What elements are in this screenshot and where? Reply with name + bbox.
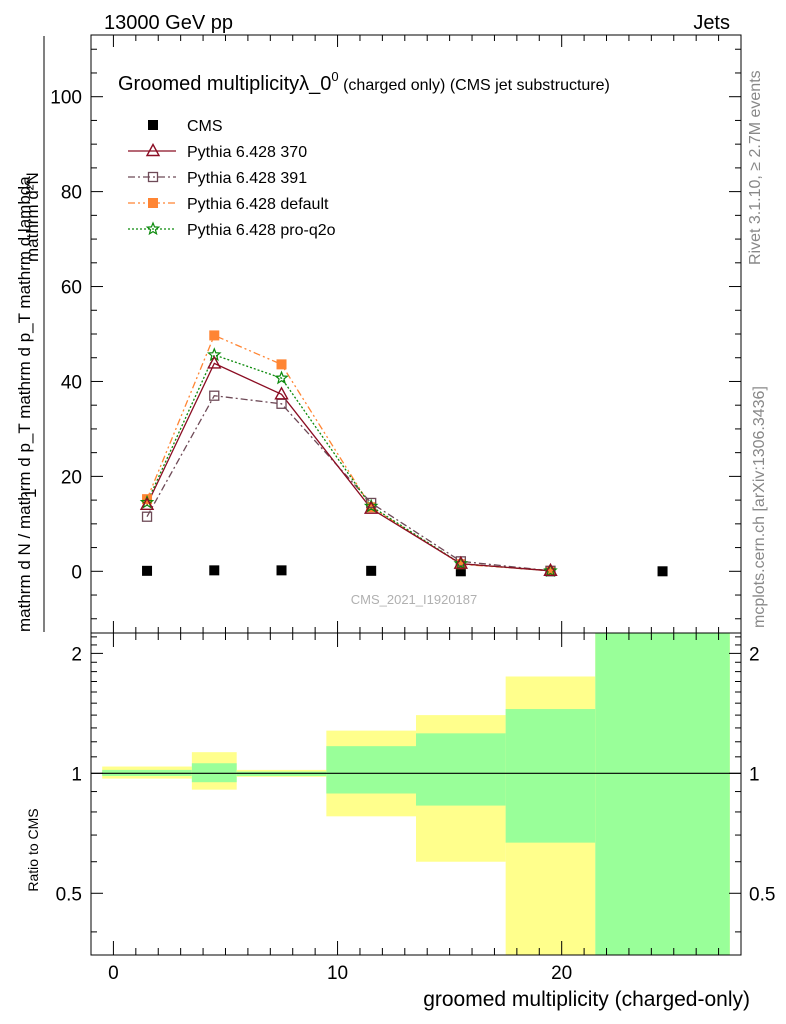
series-2-point xyxy=(141,511,153,522)
ratio-ytick-label-left: 0.5 xyxy=(56,884,82,905)
xlabel: groomed multiplicity (charged-only) xyxy=(423,988,750,1011)
legend: CMS Pythia 6.428 370 Pythia 6.428 391 Pythi… xyxy=(128,118,336,239)
plot-title: Groomed multiplicityλ_00 (charged only) … xyxy=(118,69,610,95)
series-1-point xyxy=(543,562,558,577)
legend-label-4: Pythia 6.428 pro-q2o xyxy=(187,222,336,239)
ratio-band-green-3 xyxy=(326,746,416,794)
series-2-point xyxy=(209,390,220,401)
series-3-point xyxy=(276,359,287,370)
legend-label-3: Pythia 6.428 default xyxy=(187,196,329,213)
legend-marker-0 xyxy=(148,120,158,130)
ratio-band-green-5 xyxy=(505,709,596,843)
series-1-point xyxy=(453,555,469,569)
ratio-xtick-label: 0 xyxy=(108,963,119,984)
plot-title-suffix: (charged only) (CMS jet substructure) xyxy=(339,77,610,94)
legend-label-0: CMS xyxy=(187,118,223,135)
cms-point xyxy=(209,565,220,576)
main-ytick-label: 0 xyxy=(71,562,82,583)
main-ytick-label: 80 xyxy=(61,183,82,204)
series-4-point xyxy=(363,498,379,513)
series-4-point xyxy=(453,556,469,570)
rivet-label: Rivet 3.1.10, ≥ 2.7M events xyxy=(747,70,764,265)
watermark: CMS_2021_I1920187 xyxy=(351,592,478,607)
header-left: 13000 GeV pp xyxy=(104,12,233,34)
main-axis-ticks: 0 20 40 60 80 100 xyxy=(50,35,741,633)
ratio-ytick-label-left: 2 xyxy=(71,644,82,665)
ratio-plot-frame xyxy=(90,632,742,956)
plot-title-main: Groomed multiplicityλ_0 xyxy=(118,73,331,95)
ratio-ytick-label-left: 1 xyxy=(71,764,82,785)
ratio-ytick-label-right: 2 xyxy=(749,644,760,665)
ratio-ylabel: Ratio to CMS xyxy=(25,808,41,891)
ratio-band-green-4 xyxy=(416,733,506,806)
series-1-point xyxy=(363,500,379,514)
ratio-band-green-1 xyxy=(191,763,237,783)
cms-point xyxy=(455,566,466,577)
ratio-bands xyxy=(91,633,741,955)
ratio-xtick-label: 20 xyxy=(551,963,572,984)
ylabel-denominator: mathrm d N / mathrm d p_T mathrm d p_T m… xyxy=(15,176,34,632)
series-layer xyxy=(139,330,668,578)
main-ytick-label: 100 xyxy=(50,88,82,109)
main-ytick-label: 60 xyxy=(61,278,82,299)
ratio-xtick-label: 10 xyxy=(327,963,348,984)
series-3-point xyxy=(455,559,466,570)
mcplots-label: mcplots.cern.ch [arXiv:1306.3436] xyxy=(751,386,768,628)
series-1-point xyxy=(139,496,155,511)
plot-title-sup: 0 xyxy=(331,69,338,84)
series-4-point xyxy=(543,563,558,578)
ratio-band-green-6 xyxy=(595,633,730,955)
main-ytick-label: 40 xyxy=(61,372,82,393)
legend-label-1: Pythia 6.428 370 xyxy=(187,144,307,161)
series-line-2 xyxy=(146,395,551,572)
ratio-axis-ticks: 0.5 0.51 12 20 10 20 xyxy=(56,633,775,984)
series-4-point xyxy=(274,370,289,385)
series-line-1 xyxy=(146,362,551,572)
series-1-point xyxy=(207,355,222,369)
series-3-point xyxy=(545,565,556,576)
legend-marker-4 xyxy=(145,221,161,236)
cms-point xyxy=(657,566,668,577)
cms-point xyxy=(366,565,377,576)
legend-marker-3 xyxy=(148,198,158,208)
ylabel-numerator-one: 1 xyxy=(21,489,40,498)
ratio-ytick-label-right: 1 xyxy=(749,764,760,785)
legend-label-2: Pythia 6.428 391 xyxy=(187,170,307,187)
main-ytick-label: 20 xyxy=(61,467,82,488)
series-line-4 xyxy=(146,354,551,572)
legend-marker-2 xyxy=(147,171,159,183)
ratio-ytick-label-right: 0.5 xyxy=(749,884,775,905)
cms-point xyxy=(142,565,153,576)
series-4-point xyxy=(139,494,155,509)
ylabel-numerator: mathrm d²N xyxy=(23,172,42,262)
series-2-point xyxy=(366,497,377,509)
legend-marker-1 xyxy=(145,143,161,157)
series-1-point xyxy=(274,386,289,400)
series-3-point xyxy=(209,330,220,341)
cms-point xyxy=(276,565,287,576)
header-right: Jets xyxy=(693,12,730,34)
